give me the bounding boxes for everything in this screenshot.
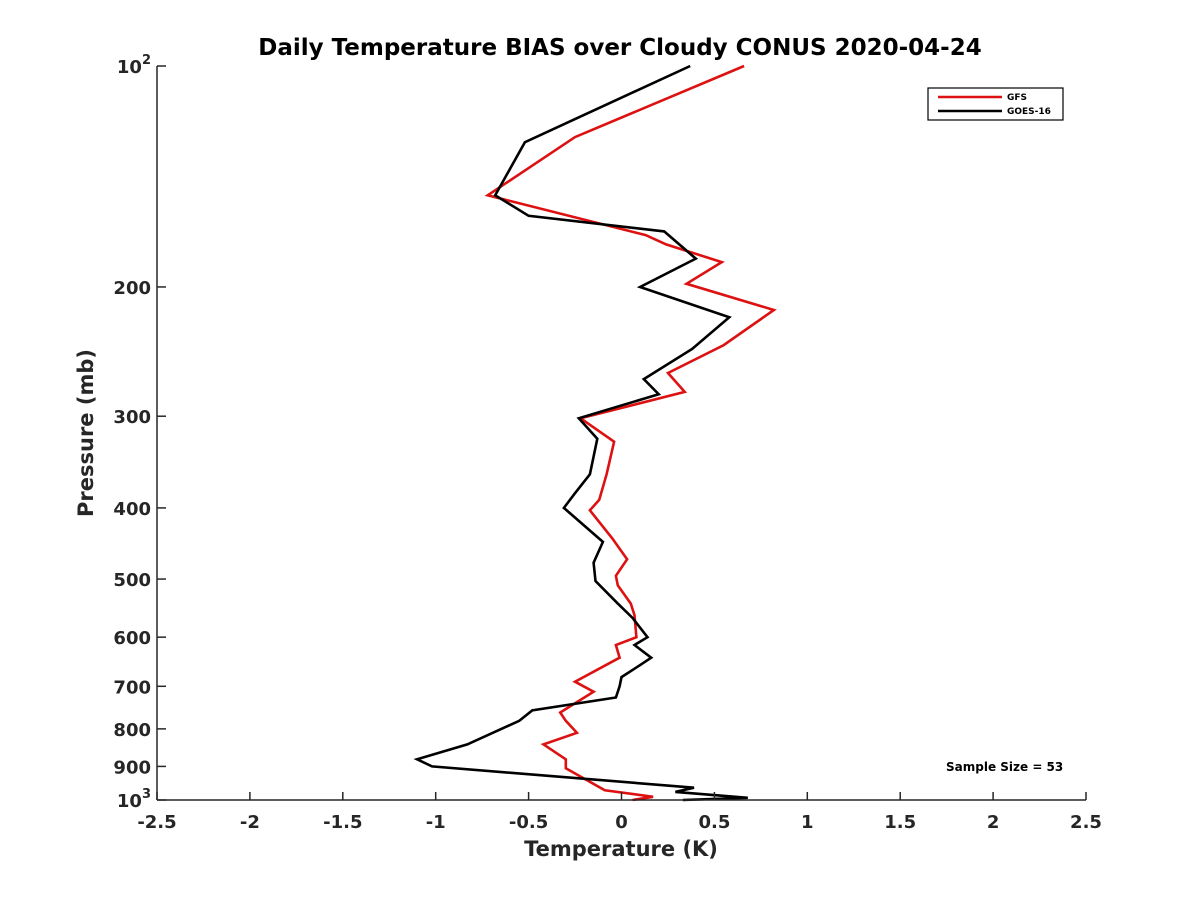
y-tick-label: 800	[113, 720, 151, 741]
x-ticks: -2.5 -2 -1.5 -1 -0.5 0 0.5 1 1.5 2 2.5	[137, 792, 1102, 833]
x-tick-label: -1	[426, 812, 446, 833]
x-axis-label: Temperature (K)	[524, 837, 718, 861]
axes	[156, 66, 1086, 801]
y-tick-label: 700	[113, 677, 151, 698]
x-tick-label: 2	[987, 812, 1000, 833]
x-tick-label: -1.5	[323, 812, 362, 833]
x-tick-label: 1.5	[884, 812, 916, 833]
y-tick-label: 900	[113, 757, 151, 778]
legend: GFS GOES-16	[927, 87, 1064, 121]
x-tick-label: -0.5	[509, 812, 548, 833]
y-tick-label: 500	[113, 570, 151, 591]
y-tick-label: 600	[113, 628, 151, 649]
x-tick-label: 2.5	[1070, 812, 1102, 833]
y-tick-label: 102	[117, 53, 151, 78]
y-tick-label: 200	[113, 278, 151, 299]
y-axis-label: Pressure (mb)	[74, 349, 98, 517]
y-tick-label: 400	[113, 499, 151, 520]
legend-label-gfs: GFS	[1007, 93, 1027, 103]
y-tick-label: 300	[113, 407, 151, 428]
legend-box	[927, 87, 1064, 121]
y-tick-label: 103	[117, 787, 151, 812]
x-tick-label: -2	[240, 812, 260, 833]
x-tick-label: 0	[615, 812, 628, 833]
x-tick-label: 0.5	[698, 812, 730, 833]
chart-title: Daily Temperature BIAS over Cloudy CONUS…	[258, 35, 981, 61]
plot-lines	[413, 64, 777, 802]
sample-size-annotation: Sample Size = 53	[946, 760, 1063, 774]
series-line-gfs	[484, 64, 777, 802]
y-ticks: 102 200 300 400 500 600 700 800 900 103	[113, 53, 166, 812]
legend-label-goes16: GOES-16	[1007, 107, 1051, 117]
series-line-goes16	[413, 64, 748, 802]
x-tick-label: -2.5	[137, 812, 176, 833]
x-tick-label: 1	[801, 812, 814, 833]
